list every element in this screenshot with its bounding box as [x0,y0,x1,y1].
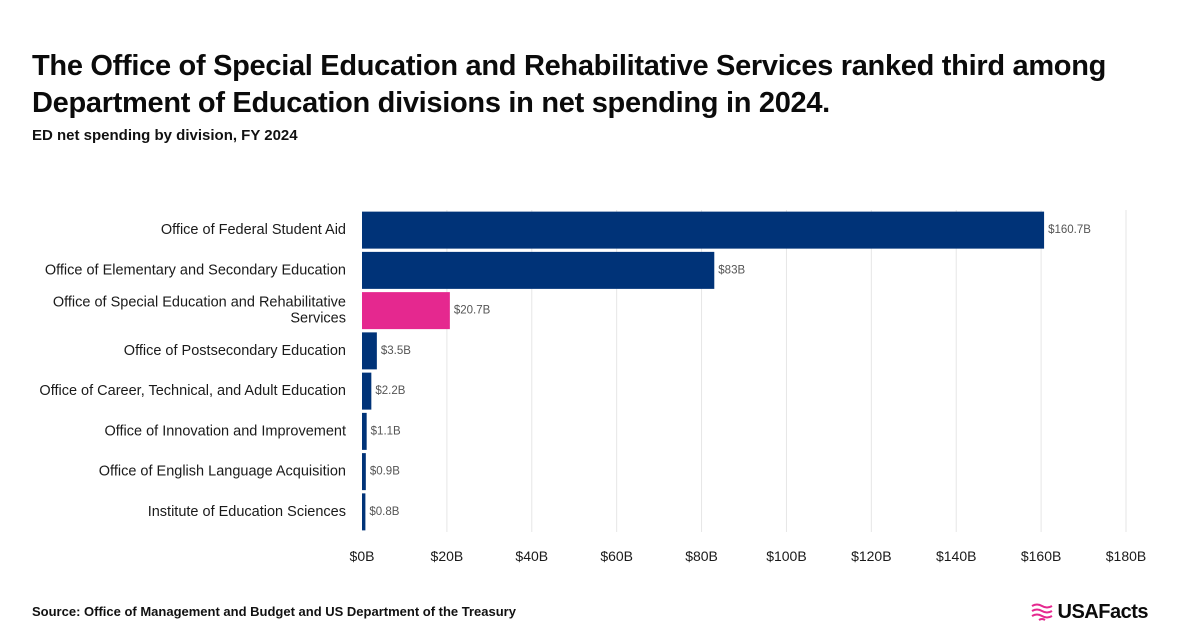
bar-7 [362,493,366,531]
source-note: Source: Office of Management and Budget … [32,604,516,619]
bar-2 [362,292,450,330]
category-label-0: Office of Federal Student Aid [161,222,346,238]
value-label-0: $160.7B [1048,224,1091,236]
value-label-7: $0.8B [369,506,399,518]
x-tick-label-0: $0B [350,548,375,564]
bar-3 [362,332,377,370]
bar-5 [362,412,367,450]
x-tick-label-1: $20B [431,548,464,564]
category-label-3: Office of Postsecondary Education [124,343,346,359]
chart-title: The Office of Special Education and Reha… [32,50,1107,119]
x-tick-label-9: $180B [1106,548,1146,564]
x-tick-label-3: $60B [600,548,633,564]
value-label-2: $20.7B [454,305,491,317]
value-label-3: $3.5B [381,345,411,357]
category-label-5: Office of Innovation and Improvement [104,423,346,439]
x-tick-label-5: $100B [766,548,806,564]
x-tick-label-2: $40B [515,548,548,564]
brand-name: USAFacts [1057,601,1149,623]
category-label-7: Institute of Education Sciences [148,504,346,520]
category-label-6: Office of English Language Acquisition [99,464,346,480]
bar-6 [362,453,366,491]
category-label-2-line-1: Services [290,311,346,327]
flag-icon [1031,603,1053,621]
value-label-4: $2.2B [375,385,405,397]
x-tick-label-6: $120B [851,548,891,564]
brand-logo[interactable]: USAFacts [1030,600,1149,624]
x-tick-label-8: $160B [1021,548,1061,564]
value-label-5: $1.1B [371,425,401,437]
category-label-4: Office of Career, Technical, and Adult E… [39,383,346,399]
bar-1 [362,251,715,289]
bar-4 [362,372,372,410]
x-tick-label-4: $80B [685,548,718,564]
x-tick-label-7: $140B [936,548,976,564]
category-label-2-line-0: Office of Special Education and Rehabili… [53,295,346,311]
category-label-1: Office of Elementary and Secondary Educa… [45,262,346,278]
value-label-6: $0.9B [370,466,400,478]
chart-subtitle: ED net spending by division, FY 2024 [32,127,298,144]
bar-0 [362,211,1045,249]
value-label-1: $83B [718,264,745,276]
